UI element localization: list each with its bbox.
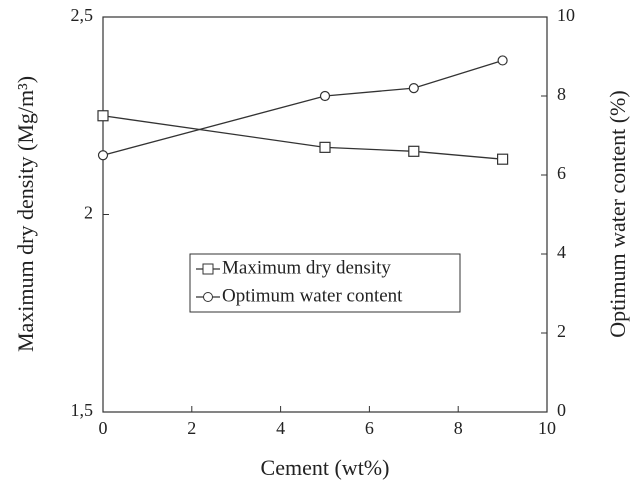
x-tick-label: 10 — [538, 418, 556, 438]
data-point — [497, 153, 509, 165]
plot-frame — [102, 16, 548, 413]
y2-tick-label: 0 — [557, 400, 566, 420]
data-point — [319, 90, 331, 102]
legend-label: Optimum water content — [222, 285, 403, 306]
data-point — [408, 82, 419, 94]
y2-tick-label: 4 — [557, 242, 566, 262]
x-tick-label: 2 — [187, 418, 196, 438]
x-tick-label: 8 — [454, 418, 463, 438]
x-axis-title: Cement (wt%) — [261, 455, 390, 480]
y2-axis-title: Optimum water content (%) — [605, 90, 630, 337]
data-point — [97, 110, 109, 122]
y-axis-title: Maximum dry density (Mg/m³) — [13, 76, 38, 352]
legend-box — [189, 253, 461, 313]
x-tick-label: 0 — [99, 418, 108, 438]
y2-tick-label: 8 — [557, 84, 566, 104]
data-point — [497, 55, 508, 66]
x-tick-label: 4 — [276, 418, 285, 438]
series-line — [102, 59, 503, 156]
legend-marker — [202, 263, 214, 275]
data-point — [408, 145, 420, 157]
y2-tick-label: 10 — [557, 5, 575, 25]
y-tick-label: 2 — [84, 203, 93, 223]
data-point — [319, 141, 331, 153]
y-tick-label: 2,5 — [71, 5, 94, 25]
data-point — [97, 150, 109, 161]
y2-tick-label: 6 — [557, 163, 566, 183]
x-tick-label: 6 — [365, 418, 374, 438]
legend-label: Maximum dry density — [222, 257, 391, 278]
y-tick-label: 1,5 — [71, 400, 94, 420]
series-line — [102, 115, 503, 160]
y2-tick-label: 2 — [557, 321, 566, 341]
legend-marker — [203, 292, 213, 302]
